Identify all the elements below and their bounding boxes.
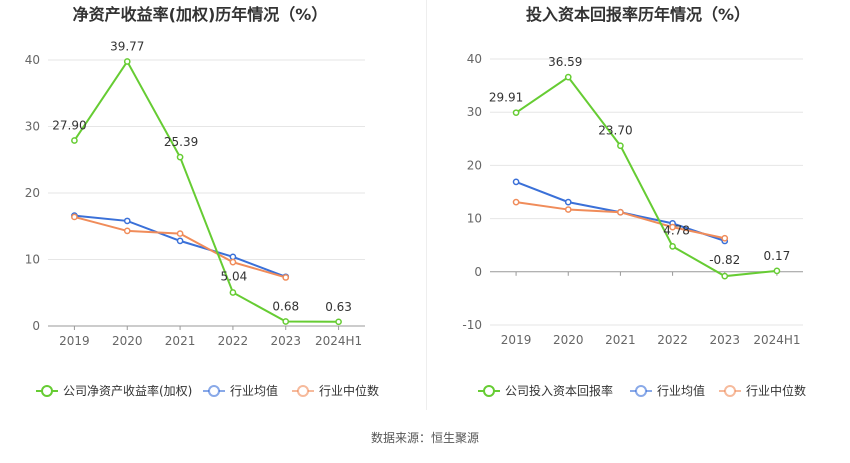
data-point-avg[interactable] — [176, 237, 184, 245]
data-label: 0.68 — [272, 299, 299, 313]
chart-legend: 公司投入资本回报率 行业均值 行业中位数 — [478, 383, 806, 398]
data-point-company[interactable] — [669, 243, 676, 250]
data-point-median[interactable] — [176, 230, 184, 237]
data-point-company[interactable] — [721, 272, 729, 280]
chart-legend: 公司净资产收益率(加权) 行业均值 行业中位数 — [36, 383, 379, 398]
data-point-company[interactable] — [564, 73, 572, 81]
x-tick-label: 2022 — [218, 334, 249, 348]
data-point-median[interactable] — [721, 234, 729, 242]
data-label: 25.39 — [164, 135, 198, 149]
chart-title: 净资产收益率(加权)历年情况（%） — [73, 5, 328, 24]
chart-title: 投入资本回报率历年情况（%） — [526, 5, 750, 24]
y-tick-label: 10 — [467, 212, 482, 226]
data-point-median[interactable] — [229, 258, 237, 266]
data-point-median[interactable] — [564, 206, 572, 213]
data-point-avg[interactable] — [564, 198, 572, 206]
data-point-median[interactable] — [71, 213, 78, 221]
y-tick-label: -10 — [462, 318, 482, 332]
data-source: 数据来源：恒生聚源 — [370, 431, 479, 445]
data-point-median[interactable] — [282, 274, 290, 281]
y-tick-label: 10 — [25, 253, 40, 267]
data-point-company[interactable] — [773, 267, 781, 275]
x-tick-label: 2024H1 — [753, 333, 800, 347]
y-tick-label: 40 — [25, 53, 40, 67]
legend-item-avg[interactable]: 行业均值 — [203, 383, 278, 398]
data-point-avg[interactable] — [512, 178, 520, 186]
legend-marker — [41, 385, 53, 397]
series-line-median — [74, 215, 287, 279]
y-tick-label: 40 — [467, 52, 482, 66]
legend-marker — [483, 385, 495, 397]
data-point-median[interactable] — [669, 223, 676, 231]
legend-item-avg[interactable]: 行业均值 — [630, 383, 705, 398]
data-point-company[interactable] — [71, 137, 78, 144]
chart-2: 投入资本回报率历年情况（%） -10 0 10 20 30 40 2019 2020 2021 20… — [462, 5, 806, 398]
panel-divider — [426, 0, 427, 410]
x-tick-label: 2023 — [270, 334, 301, 348]
data-point-company[interactable] — [512, 109, 520, 117]
legend-label: 公司投入资本回报率 — [505, 383, 613, 398]
data-label: 39.77 — [110, 40, 144, 54]
legend-item-median[interactable]: 行业中位数 — [292, 383, 379, 398]
data-point-company[interactable] — [617, 142, 624, 150]
legend-item-company[interactable]: 公司净资产收益率(加权) — [36, 383, 192, 398]
y-tick-label: 0 — [32, 319, 40, 333]
series-line-company — [515, 75, 778, 278]
x-tick-label: 2021 — [165, 334, 196, 348]
legend-label: 行业中位数 — [746, 383, 806, 398]
y-tick-label: 30 — [25, 120, 40, 134]
x-tick-label: 2023 — [709, 333, 740, 347]
x-tick-label: 2024H1 — [315, 334, 362, 348]
y-tick-label: 30 — [467, 105, 482, 119]
x-tick-label: 2021 — [605, 333, 636, 347]
data-label: -0.82 — [709, 253, 740, 267]
legend-label: 行业均值 — [657, 383, 705, 398]
series-line-median — [515, 201, 725, 240]
y-tick-label: 0 — [474, 265, 482, 279]
legend-marker — [208, 385, 220, 397]
data-point-company[interactable] — [282, 318, 290, 325]
legend-marker — [724, 385, 736, 397]
legend-label: 行业中位数 — [319, 383, 379, 398]
data-label: 4.78 — [663, 223, 690, 237]
legend-marker — [297, 385, 309, 397]
data-point-median[interactable] — [617, 208, 624, 216]
data-point-company[interactable] — [229, 289, 237, 296]
legend-item-median[interactable]: 行业中位数 — [719, 383, 806, 398]
x-tick-label: 2022 — [657, 333, 688, 347]
data-label: 27.90 — [52, 118, 86, 132]
data-label: 0.63 — [325, 300, 352, 314]
legend-label: 公司净资产收益率(加权) — [63, 383, 192, 398]
data-point-company[interactable] — [176, 153, 184, 161]
x-tick-label: 2019 — [59, 334, 90, 348]
x-tick-label: 2020 — [553, 333, 584, 347]
data-point-company[interactable] — [123, 58, 131, 65]
legend-label: 行业均值 — [230, 383, 278, 398]
chart-1: 净资产收益率(加权)历年情况（%） 0 10 20 30 40 2019 2020 2021 20… — [25, 5, 379, 398]
y-tick-label: 20 — [467, 158, 482, 172]
data-point-median[interactable] — [123, 227, 131, 235]
series-line-company — [73, 59, 339, 323]
legend-item-company[interactable]: 公司投入资本回报率 — [478, 383, 613, 398]
data-label: 0.17 — [764, 249, 791, 263]
data-label: 23.70 — [598, 124, 632, 138]
data-point-avg[interactable] — [123, 217, 131, 225]
x-tick-label: 2019 — [501, 333, 532, 347]
x-tick-label: 2020 — [112, 334, 143, 348]
legend-marker — [635, 385, 647, 397]
data-point-avg[interactable] — [229, 253, 237, 261]
data-point-company[interactable] — [335, 318, 342, 326]
data-point-median[interactable] — [512, 198, 520, 206]
y-tick-label: 20 — [25, 186, 40, 200]
data-label: 5.04 — [221, 269, 248, 283]
data-label: 36.59 — [548, 55, 582, 69]
data-label: 29.91 — [489, 91, 523, 105]
